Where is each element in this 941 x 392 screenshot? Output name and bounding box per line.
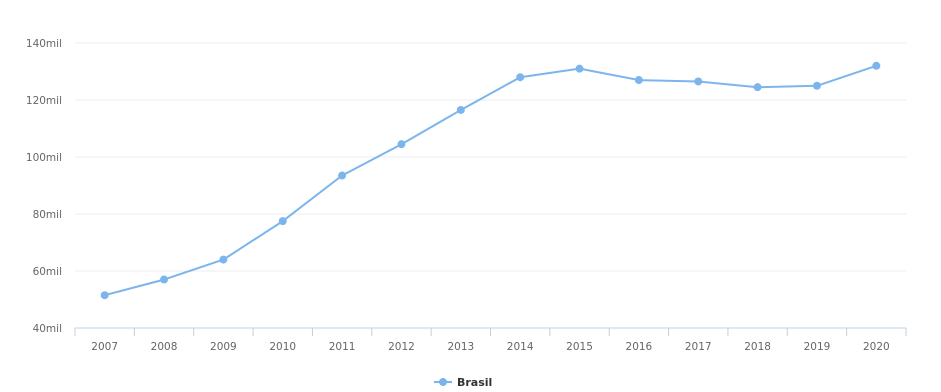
x-tick-label: 2007 [91, 341, 118, 353]
data-point[interactable] [753, 83, 762, 92]
data-point[interactable] [100, 291, 109, 300]
y-tick-label: 100mil [26, 152, 62, 164]
y-tick-label: 140mil [26, 38, 62, 50]
data-point[interactable] [812, 81, 821, 90]
x-tick-label: 2009 [210, 341, 237, 353]
data-point[interactable] [872, 61, 881, 70]
data-point[interactable] [338, 171, 347, 180]
x-tick-label: 2010 [269, 341, 296, 353]
series-group [100, 61, 881, 300]
y-tick-label: 80mil [33, 209, 62, 221]
grid-lines [75, 42, 906, 272]
y-tick-label: 40mil [33, 323, 62, 335]
x-tick-label: 2013 [447, 341, 474, 353]
data-point[interactable] [219, 255, 228, 264]
data-point[interactable] [456, 105, 465, 114]
x-tick-label: 2016 [626, 341, 653, 353]
legend-marker-icon [439, 378, 447, 386]
x-tick-label: 2012 [388, 341, 415, 353]
x-axis: 2007 2008 2009 2010 2011 2012 2013 2014 2015 2016… [74, 327, 907, 353]
data-point[interactable] [278, 217, 287, 226]
data-point[interactable] [634, 76, 643, 85]
data-point[interactable] [397, 140, 406, 149]
x-tick-label: 2015 [566, 341, 593, 353]
y-axis: 40mil 60mil 80mil 100mil 120mil 140mil [26, 38, 62, 335]
y-tick-label: 120mil [26, 95, 62, 107]
data-point[interactable] [575, 64, 584, 73]
series-line-0 [103, 64, 878, 297]
x-tick-label: 2020 [863, 341, 890, 353]
legend-label[interactable]: Brasil [457, 376, 492, 389]
x-tick-label: 2019 [804, 341, 831, 353]
x-tick-label: 2018 [744, 341, 771, 353]
x-tick-label: 2014 [507, 341, 534, 353]
y-tick-label: 60mil [33, 266, 62, 278]
data-point[interactable] [516, 73, 525, 82]
data-point[interactable] [694, 77, 703, 86]
data-point[interactable] [160, 275, 169, 284]
x-tick-label: 2017 [685, 341, 712, 353]
x-tick-label: 2011 [329, 341, 356, 353]
x-tick-label: 2008 [151, 341, 178, 353]
legend[interactable]: Brasil [434, 376, 492, 389]
